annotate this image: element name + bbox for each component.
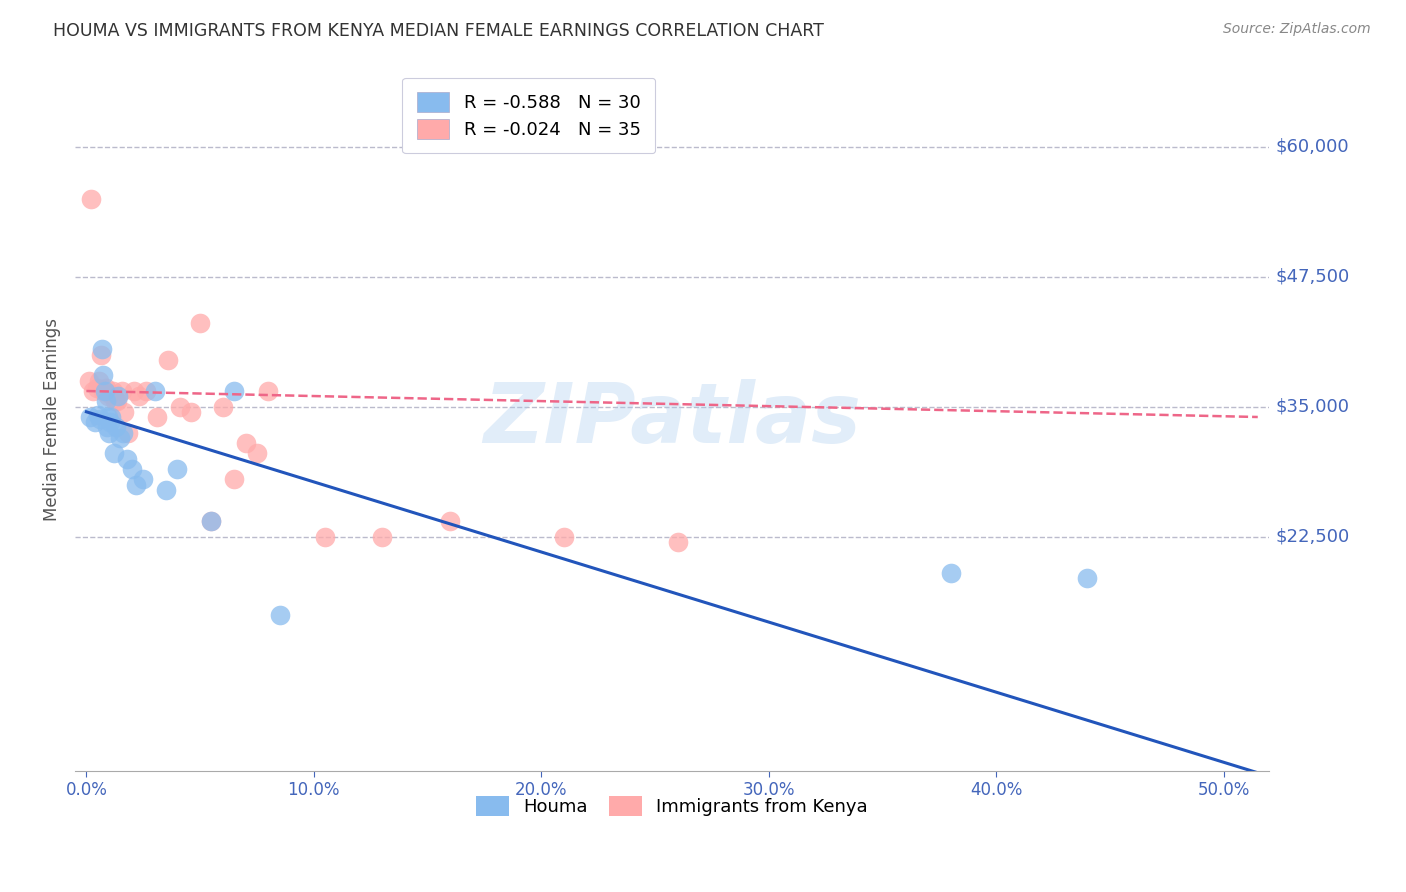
Point [93, 368, 115, 383]
Point [125, 477, 148, 491]
Point [110, 431, 132, 445]
Text: $60,000: $60,000 [1275, 137, 1348, 155]
Point [157, 352, 180, 367]
Point [94, 394, 117, 409]
Point [146, 409, 169, 424]
Point [553, 530, 575, 544]
Point [79, 409, 101, 424]
Text: HOUMA VS IMMIGRANTS FROM KENYA MEDIAN FEMALE EARNINGS CORRELATION CHART: HOUMA VS IMMIGRANTS FROM KENYA MEDIAN FE… [53, 22, 824, 40]
Point [84, 415, 107, 429]
Text: Source: ZipAtlas.com: Source: ZipAtlas.com [1223, 22, 1371, 37]
Point [97, 389, 120, 403]
Point [169, 400, 191, 414]
Point [143, 384, 166, 398]
Point [93, 384, 115, 398]
Point [107, 389, 129, 403]
Point [103, 446, 125, 460]
Point [180, 405, 202, 419]
Point [666, 534, 689, 549]
Point [80, 192, 103, 206]
Point [117, 425, 139, 440]
Point [224, 384, 246, 398]
Point [134, 384, 156, 398]
Point [98, 425, 121, 440]
Point [1076, 571, 1098, 585]
Point [93, 384, 115, 398]
Point [212, 400, 235, 414]
Point [91, 343, 114, 357]
Text: $35,000: $35,000 [1275, 398, 1350, 416]
Text: $47,500: $47,500 [1275, 268, 1350, 285]
Point [314, 530, 336, 544]
Point [97, 409, 120, 424]
Point [98, 415, 121, 429]
Point [100, 409, 122, 424]
Y-axis label: Median Female Earnings: Median Female Earnings [44, 318, 60, 521]
Point [96, 420, 118, 434]
Point [371, 530, 394, 544]
Point [235, 436, 257, 450]
Point [104, 420, 127, 434]
Text: ZIPatlas: ZIPatlas [484, 379, 860, 460]
Point [246, 446, 269, 460]
Point [224, 472, 246, 486]
Point [89, 412, 111, 426]
Point [112, 405, 135, 419]
Point [128, 389, 150, 403]
Point [200, 514, 222, 528]
Point [94, 381, 117, 395]
Point [257, 384, 280, 398]
Text: $22,500: $22,500 [1275, 528, 1350, 546]
Point [87, 408, 110, 422]
Point [90, 348, 112, 362]
Point [200, 514, 222, 528]
Point [105, 394, 128, 409]
Point [104, 394, 127, 409]
Point [166, 462, 188, 476]
Point [269, 607, 291, 622]
Point [439, 514, 461, 528]
Point [82, 384, 104, 398]
Point [117, 451, 139, 466]
Point [155, 483, 177, 497]
Point [87, 374, 110, 388]
Legend: Houma, Immigrants from Kenya: Houma, Immigrants from Kenya [467, 787, 877, 825]
Point [111, 384, 134, 398]
Point [98, 387, 121, 401]
Point [939, 566, 962, 580]
Point [77, 374, 100, 388]
Point [188, 317, 211, 331]
Point [101, 384, 124, 398]
Point [121, 462, 143, 476]
Point [122, 384, 145, 398]
Point [86, 381, 108, 395]
Point [132, 472, 155, 486]
Point [111, 425, 134, 440]
